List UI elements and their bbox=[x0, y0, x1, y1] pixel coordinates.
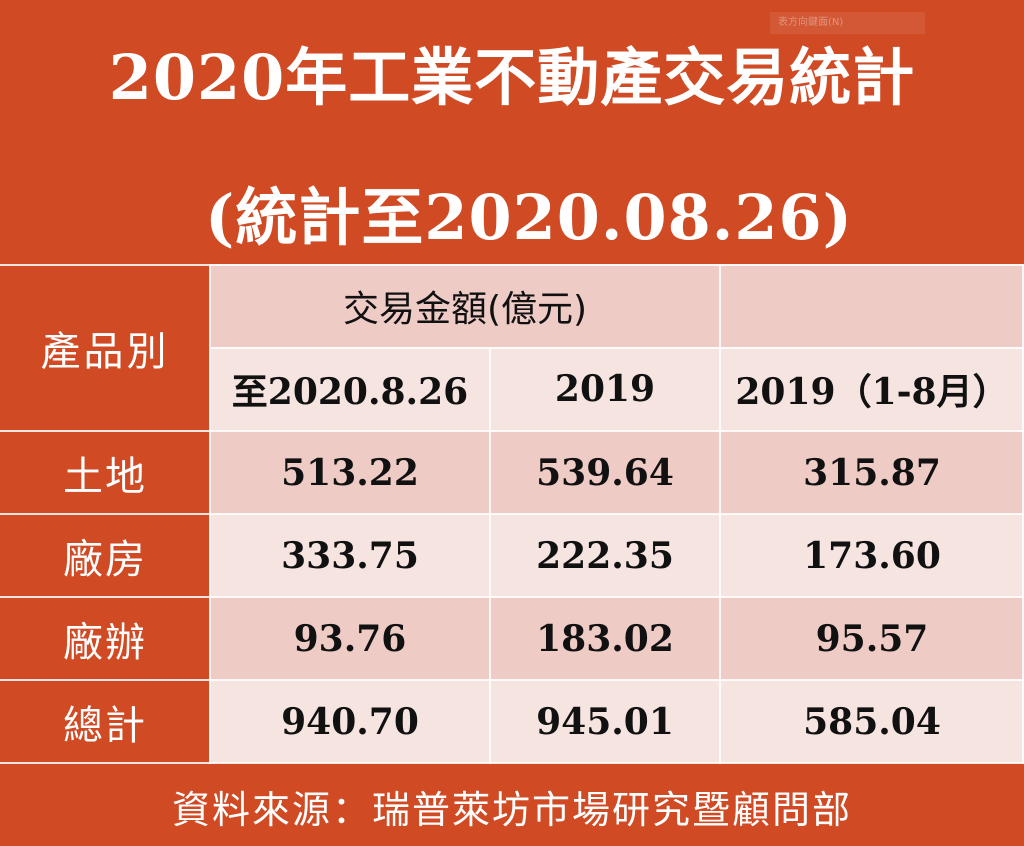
table-cell: 183.02 bbox=[490, 597, 720, 680]
grid-line bbox=[209, 264, 211, 764]
column-header-2019-jan-aug: 2019（1-8月） bbox=[720, 347, 1024, 431]
row-label-land: 土地 bbox=[0, 431, 210, 514]
grid-line bbox=[719, 264, 721, 764]
statistics-table: 產品別 交易金額(億元) 至2020.8.26 2019 2019（1-8月） … bbox=[0, 264, 1024, 764]
title-line-1: 2020年工業不動產交易統計 bbox=[108, 41, 916, 114]
corner-note: 表方向鍵面(N) bbox=[770, 12, 925, 34]
row-label-factory: 廠房 bbox=[0, 514, 210, 597]
table-cell: 95.57 bbox=[720, 597, 1024, 680]
table-cell: 222.35 bbox=[490, 514, 720, 597]
row-label-factory-office: 廠辦 bbox=[0, 597, 210, 680]
group-header-blank bbox=[720, 264, 1024, 347]
table-cell: 93.76 bbox=[210, 597, 490, 680]
grid-line bbox=[1022, 264, 1024, 764]
title-line-2: (統計至2020.08.26) bbox=[205, 181, 853, 254]
table-cell: 539.64 bbox=[490, 431, 720, 514]
table-cell: 940.70 bbox=[210, 680, 490, 763]
grid-line bbox=[210, 347, 1024, 349]
column-header-2020: 至2020.8.26 bbox=[210, 347, 490, 431]
table-cell: 333.75 bbox=[210, 514, 490, 597]
grid-line bbox=[0, 430, 1024, 432]
table-cell: 173.60 bbox=[720, 514, 1024, 597]
column-header-2019: 2019 bbox=[490, 347, 720, 431]
grid-line bbox=[0, 679, 1024, 681]
table-cell: 513.22 bbox=[210, 431, 490, 514]
table-cell: 585.04 bbox=[720, 680, 1024, 763]
row-header-label: 產品別 bbox=[0, 264, 210, 431]
grid-line bbox=[0, 762, 1024, 764]
group-header: 交易金額(億元) bbox=[210, 264, 720, 347]
row-label-total: 總計 bbox=[0, 680, 210, 763]
table-cell: 945.01 bbox=[490, 680, 720, 763]
grid-line bbox=[0, 264, 1024, 266]
grid-line bbox=[0, 513, 1024, 515]
source-note: 資料來源：瑞普萊坊市場研究暨顧問部 bbox=[171, 787, 852, 832]
grid-line bbox=[0, 596, 1024, 598]
grid-line bbox=[489, 347, 491, 764]
table-cell: 315.87 bbox=[720, 431, 1024, 514]
